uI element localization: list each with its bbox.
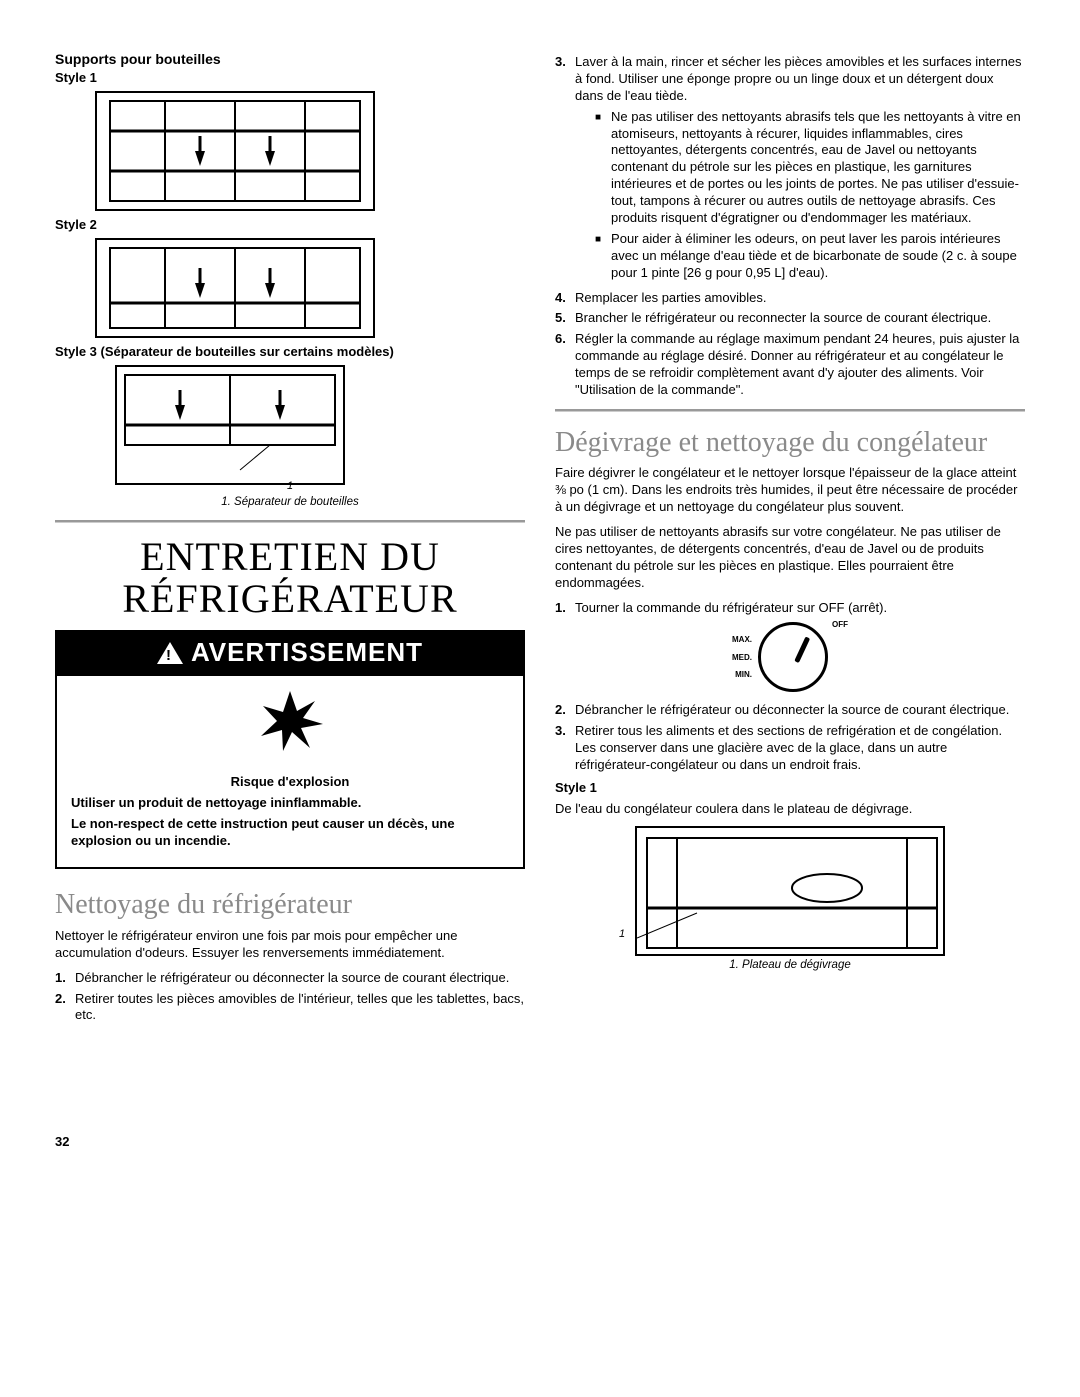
section-divider xyxy=(555,409,1025,411)
explosion-icon-area xyxy=(57,676,523,766)
style3-fig-caption: 1. Séparateur de bouteilles xyxy=(55,495,525,510)
style1-figure xyxy=(95,91,375,211)
warning-box: AVERTISSEMENT Risque d'explosion Utilise… xyxy=(55,630,525,869)
clean-step-5: 5.Brancher le réfrigérateur ou reconnect… xyxy=(555,310,1025,327)
clean-step-6: 6.Régler la commande au réglage maximum … xyxy=(555,331,1025,399)
defrost-steps-cont: 2.Débrancher le réfrigérateur ou déconne… xyxy=(555,702,1025,774)
cleaning-steps: 1.Débrancher le réfrigérateur ou déconne… xyxy=(55,970,525,1025)
clean-step-3-text: Laver à la main, rincer et sécher les pi… xyxy=(575,54,1022,103)
dial-labels: MAX. MED. MIN. xyxy=(732,631,752,684)
left-column: Supports pour bouteilles Style 1 Style 2 xyxy=(55,50,525,1151)
dial-icon xyxy=(758,622,828,692)
defrost-fig-num: 1 xyxy=(619,927,625,941)
supports-title: Supports pour bouteilles xyxy=(55,50,525,68)
shelf-illustration-icon xyxy=(105,96,365,206)
warning-risk: Risque d'explosion xyxy=(71,774,509,791)
defrost-fig-caption: 1. Plateau de dégivrage xyxy=(555,958,1025,973)
warning-line1: Utiliser un produit de nettoyage ininfla… xyxy=(71,795,509,812)
shelf-illustration-icon xyxy=(120,370,340,480)
shelf-illustration-icon xyxy=(105,243,365,333)
defrost-subheading: Dégivrage et nettoyage du congélateur xyxy=(555,425,1025,461)
style3-figure xyxy=(115,365,345,485)
two-column-layout: Supports pour bouteilles Style 1 Style 2 xyxy=(55,50,1025,1151)
dial-off: OFF xyxy=(832,620,848,630)
main-heading-line2: RÉFRIGÉRATEUR xyxy=(122,576,457,621)
defrost-style1-label: Style 1 xyxy=(555,780,1025,797)
style3-fig-callout-num: 1 xyxy=(55,479,525,493)
style3-label: Style 3 (Séparateur de bouteilles sur ce… xyxy=(55,344,525,361)
warning-line2: Le non-respect de cette instruction peut… xyxy=(71,816,509,850)
defrost-figure-wrap: 1 xyxy=(625,826,955,956)
clean-step-3: 3. Laver à la main, rincer et sécher les… xyxy=(555,54,1025,286)
style1-label: Style 1 xyxy=(55,70,525,87)
defrost-tray-icon xyxy=(637,828,947,958)
dial-max: MAX. xyxy=(732,631,752,649)
main-heading-line1: ENTRETIEN DU xyxy=(140,534,440,579)
section-divider xyxy=(55,520,525,522)
warning-header: AVERTISSEMENT xyxy=(57,632,523,676)
dial-figure: MAX. MED. MIN. OFF xyxy=(555,622,1025,692)
bullet-a: Ne pas utiliser des nettoyants abrasifs … xyxy=(595,109,1025,227)
style2-label: Style 2 xyxy=(55,217,525,234)
dial-med: MED. xyxy=(732,649,752,667)
defrost-tray-figure: 1 xyxy=(635,826,945,956)
defrost-step-3: 3.Retirer tous les aliments et des secti… xyxy=(555,723,1025,774)
cleaning-steps-cont: 3. Laver à la main, rincer et sécher les… xyxy=(555,54,1025,399)
warning-header-text: AVERTISSEMENT xyxy=(191,636,423,670)
warning-triangle-icon xyxy=(157,642,183,664)
clean-step-3-bullets: Ne pas utiliser des nettoyants abrasifs … xyxy=(595,109,1025,282)
defrost-step-2: 2.Débrancher le réfrigérateur ou déconne… xyxy=(555,702,1025,719)
bullet-b: Pour aider à éliminer les odeurs, on peu… xyxy=(595,231,1025,282)
warning-text: Risque d'explosion Utiliser un produit d… xyxy=(57,766,523,868)
cleaning-intro: Nettoyer le réfrigérateur environ une fo… xyxy=(55,928,525,962)
clean-step-4: 4.Remplacer les parties amovibles. xyxy=(555,290,1025,307)
defrost-style1-text: De l'eau du congélateur coulera dans le … xyxy=(555,801,1025,818)
clean-step-2: 2.Retirer toutes les pièces amovibles de… xyxy=(55,991,525,1025)
explosion-icon xyxy=(255,686,325,756)
dial-min: MIN. xyxy=(732,666,752,684)
main-heading: ENTRETIEN DU RÉFRIGÉRATEUR xyxy=(55,536,525,620)
right-column: 3. Laver à la main, rincer et sécher les… xyxy=(555,50,1025,1151)
page-number: 32 xyxy=(55,1134,525,1151)
style2-figure xyxy=(95,238,375,338)
defrost-step-1: 1.Tourner la commande du réfrigérateur s… xyxy=(555,600,1025,617)
defrost-p2: Ne pas utiliser de nettoyants abrasifs s… xyxy=(555,524,1025,592)
defrost-steps: 1.Tourner la commande du réfrigérateur s… xyxy=(555,600,1025,617)
defrost-p1: Faire dégivrer le congélateur et le nett… xyxy=(555,465,1025,516)
clean-step-1: 1.Débrancher le réfrigérateur ou déconne… xyxy=(55,970,525,987)
cleaning-subheading: Nettoyage du réfrigérateur xyxy=(55,887,525,923)
